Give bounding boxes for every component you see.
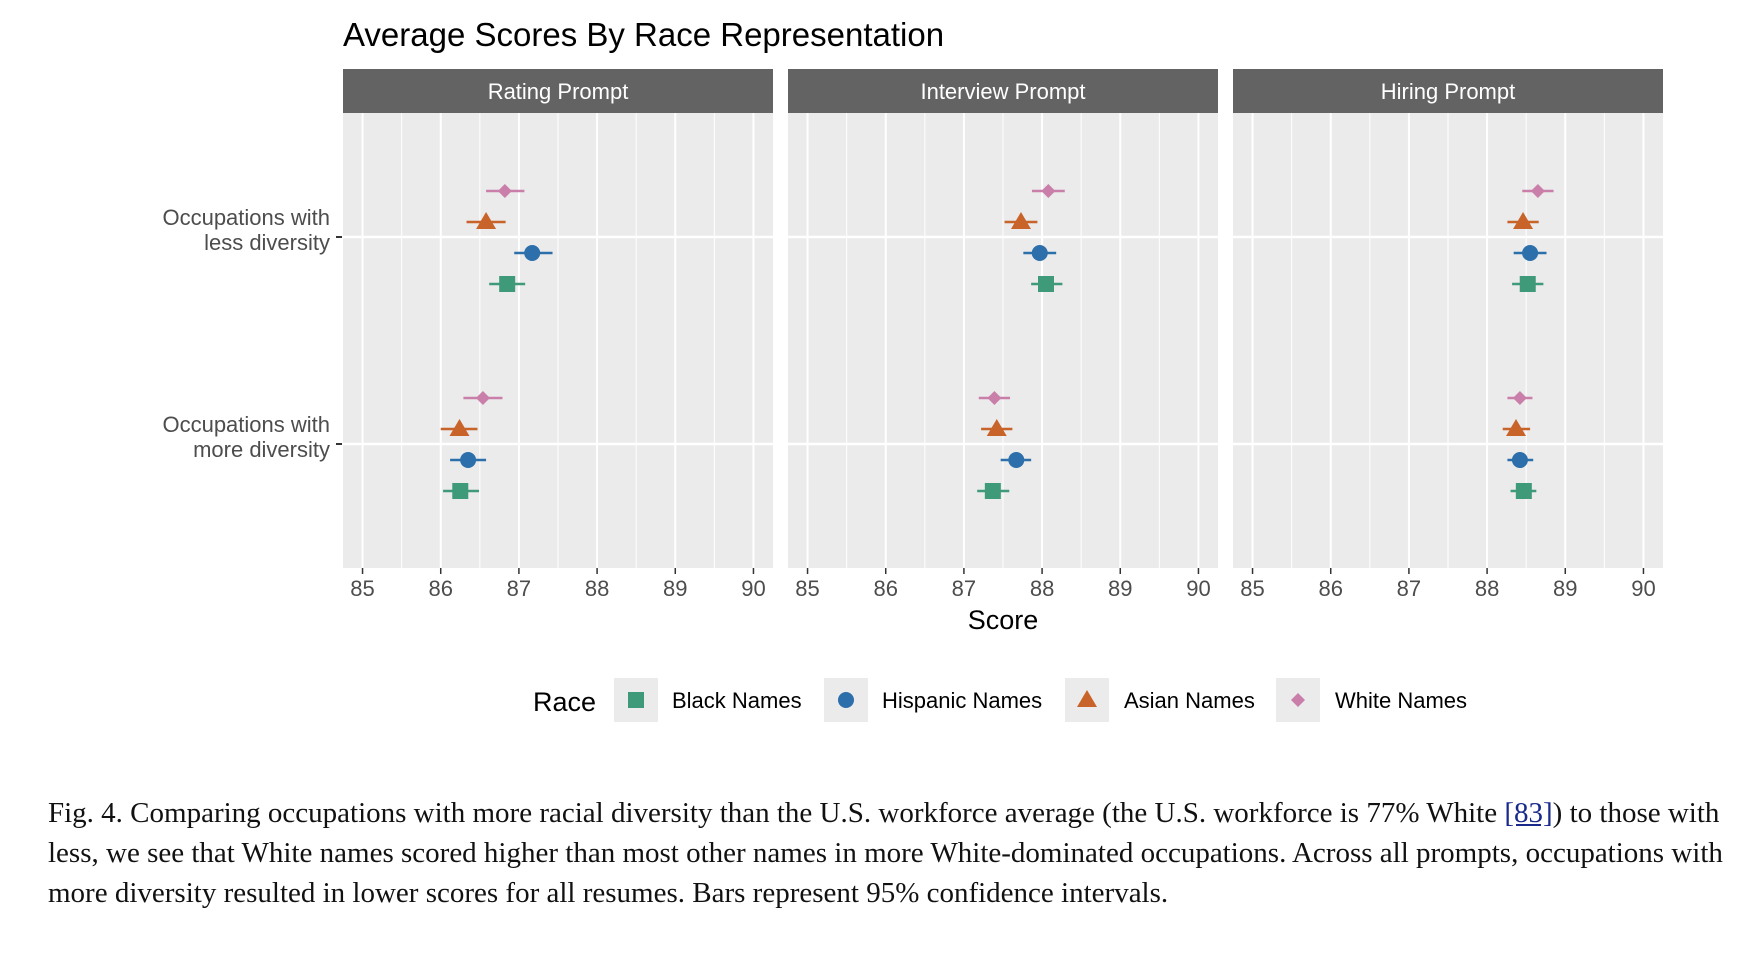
y-tick-label: more diversity xyxy=(193,437,330,462)
x-tick-label: 88 xyxy=(1475,576,1499,601)
legend-label: Asian Names xyxy=(1124,688,1255,713)
legend-title: Race xyxy=(533,687,596,717)
x-tick-label: 85 xyxy=(795,576,819,601)
x-tick-label: 88 xyxy=(585,576,609,601)
x-tick-label: 89 xyxy=(1108,576,1132,601)
y-tick-label: Occupations with xyxy=(162,205,330,230)
series-asian-names xyxy=(440,212,1539,436)
facet-strip xyxy=(788,69,1218,113)
facet-label: Hiring Prompt xyxy=(1381,79,1515,104)
x-tick-label: 86 xyxy=(873,576,897,601)
citation-link[interactable]: [83] xyxy=(1504,797,1553,829)
data-point xyxy=(1511,452,1528,468)
legend-label: White Names xyxy=(1335,688,1467,713)
x-tick-label: 90 xyxy=(1631,576,1655,601)
legend-label: Black Names xyxy=(672,688,802,713)
data-point xyxy=(499,276,516,292)
caption-text-end: ) to those with less, we see that White … xyxy=(48,797,1723,909)
x-tick-label: 87 xyxy=(952,576,976,601)
panel-hiring-prompt: Hiring Prompt 85 86 87 88 89 90 xyxy=(1233,69,1663,601)
legend-marker xyxy=(628,692,644,708)
data-point xyxy=(984,483,1001,499)
data-point xyxy=(452,483,469,499)
x-tick-label: 87 xyxy=(507,576,531,601)
chart-title: Average Scores By Race Representation xyxy=(343,16,944,53)
data-point xyxy=(1530,184,1545,198)
figure-caption: Fig. 4. Comparing occupations with more … xyxy=(48,793,1753,913)
data-point xyxy=(986,419,1007,436)
panel-interview-prompt: Interview Prompt 85 86 87 88 89 90 xyxy=(788,69,1218,601)
facet-strip xyxy=(343,69,773,113)
legend-label: Hispanic Names xyxy=(882,688,1042,713)
data-point xyxy=(1008,452,1025,468)
data-point xyxy=(460,452,477,468)
data-point xyxy=(1031,245,1048,261)
series-white-names xyxy=(463,184,1554,405)
x-tick-label: 89 xyxy=(663,576,687,601)
facet-strip xyxy=(1233,69,1663,113)
series-hispanic-names xyxy=(450,245,1547,468)
x-tick-label: 89 xyxy=(1553,576,1577,601)
data-point xyxy=(1041,184,1056,198)
data-point xyxy=(1519,276,1536,292)
facet-label: Rating Prompt xyxy=(488,79,629,104)
y-tick-label: less diversity xyxy=(204,230,330,255)
x-tick-label: 85 xyxy=(350,576,374,601)
x-tick-label: 90 xyxy=(741,576,765,601)
data-point xyxy=(1038,276,1054,292)
legend: Race Black Names Hispanic Names Asian Names… xyxy=(533,678,1467,722)
data-point xyxy=(1506,419,1527,436)
x-tick-label: 88 xyxy=(1030,576,1054,601)
facet-label: Interview Prompt xyxy=(920,79,1085,104)
data-point xyxy=(497,184,512,198)
x-tick-label: 86 xyxy=(428,576,452,601)
data-point xyxy=(475,391,490,405)
legend-marker xyxy=(838,692,854,708)
data-point xyxy=(1512,391,1527,405)
data-point xyxy=(1010,212,1031,229)
data-point xyxy=(1515,483,1532,499)
data-point xyxy=(1513,212,1534,229)
data-point xyxy=(987,391,1002,405)
x-tick-label: 86 xyxy=(1318,576,1342,601)
x-tick-label: 85 xyxy=(1240,576,1264,601)
data-point xyxy=(476,212,497,229)
series-black-names xyxy=(443,276,1544,499)
caption-text: Fig. 4. Comparing occupations with more … xyxy=(48,797,1505,829)
x-axis-title: Score xyxy=(968,605,1039,635)
x-tick-label: 90 xyxy=(1186,576,1210,601)
data-point xyxy=(1522,245,1539,261)
y-tick-label: Occupations with xyxy=(162,412,330,437)
data-point xyxy=(449,419,470,436)
data-point xyxy=(524,245,541,261)
legend-marker xyxy=(1291,693,1305,707)
panel-rating-prompt: Rating Prompt 85 86 87 88 89 90 xyxy=(343,69,773,601)
legend-marker xyxy=(1077,690,1097,707)
x-tick-label: 87 xyxy=(1397,576,1421,601)
